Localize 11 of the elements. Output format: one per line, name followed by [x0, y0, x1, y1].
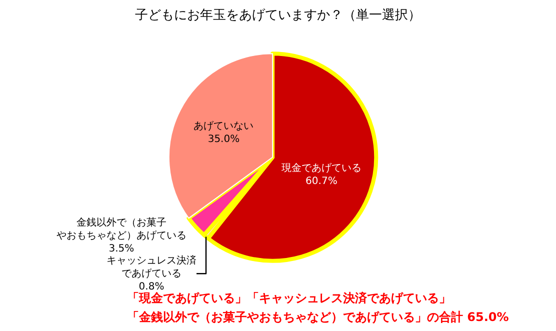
text: 「金銭以外で（お菓子やおもちゃなど）であげている」の合計 65.0%	[127, 310, 509, 324]
data-label: 3.5%	[108, 244, 134, 255]
slice-label: あげていない	[194, 120, 254, 132]
data-label: 60.7%	[306, 176, 338, 187]
chart-title: 子どもにお年玉をあげていますか？（単一選択）	[135, 8, 421, 24]
data-label: 0.8%	[138, 282, 164, 293]
text: 「現金であげている」「キャッシュレス決済であげている」	[127, 291, 451, 305]
slice-label: 現金であげている	[281, 162, 362, 174]
data-label: 35.0%	[208, 134, 240, 145]
slice-label: 金銭以外で（お菓子やおもちゃなど）あげている	[56, 216, 186, 242]
slice-label: キャッシュレス決済であげている	[106, 254, 197, 280]
